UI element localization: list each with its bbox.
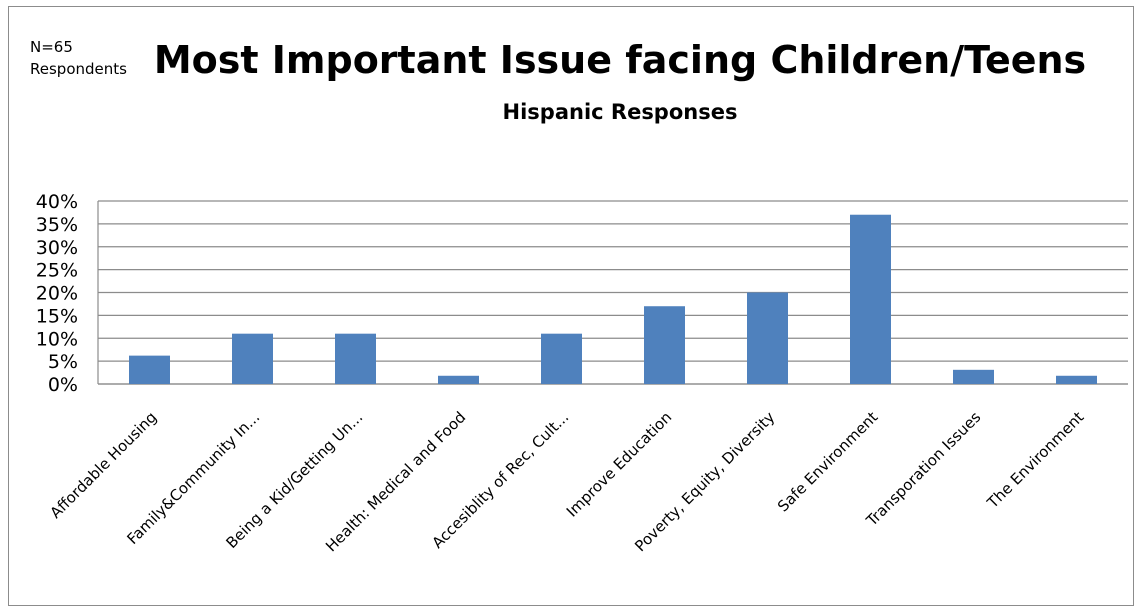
y-tick-label: 30%	[36, 237, 78, 259]
bars	[129, 214, 1097, 384]
x-tick-label: Improve Education	[563, 408, 676, 521]
x-tick-label: The Environment	[983, 408, 1087, 512]
chart-title: Most Important Issue facing Children/Tee…	[153, 38, 1087, 82]
y-tick-label: 35%	[36, 214, 78, 236]
y-tick-label: 25%	[36, 260, 78, 282]
x-tick-label: Transporation Issues	[862, 408, 984, 530]
bar	[438, 375, 479, 384]
y-tick-label: 40%	[36, 191, 78, 213]
respondents-label: Respondents	[30, 60, 127, 78]
bar	[541, 333, 582, 384]
bar	[644, 306, 685, 384]
bar	[953, 369, 994, 384]
y-tick-label: 15%	[36, 305, 78, 327]
x-tick-label: Safe Environment	[774, 408, 881, 515]
bar	[335, 333, 376, 384]
bar	[850, 214, 891, 384]
y-tick-label: 5%	[48, 351, 78, 373]
bar	[129, 355, 170, 384]
y-tick-label: 0%	[48, 374, 78, 396]
x-tick-label: Affordable Housing	[46, 408, 160, 522]
y-axis-ticks: 0%5%10%15%20%25%30%35%40%	[36, 191, 78, 396]
bar	[1056, 375, 1097, 384]
respondent-note: N=65 Respondents	[30, 36, 127, 80]
y-tick-label: 20%	[36, 283, 78, 305]
bar	[232, 333, 273, 384]
sample-size-label: N=65	[30, 38, 73, 56]
y-tick-label: 10%	[36, 328, 78, 350]
bar	[747, 292, 788, 384]
chart-subtitle: Hispanic Responses	[502, 100, 738, 124]
